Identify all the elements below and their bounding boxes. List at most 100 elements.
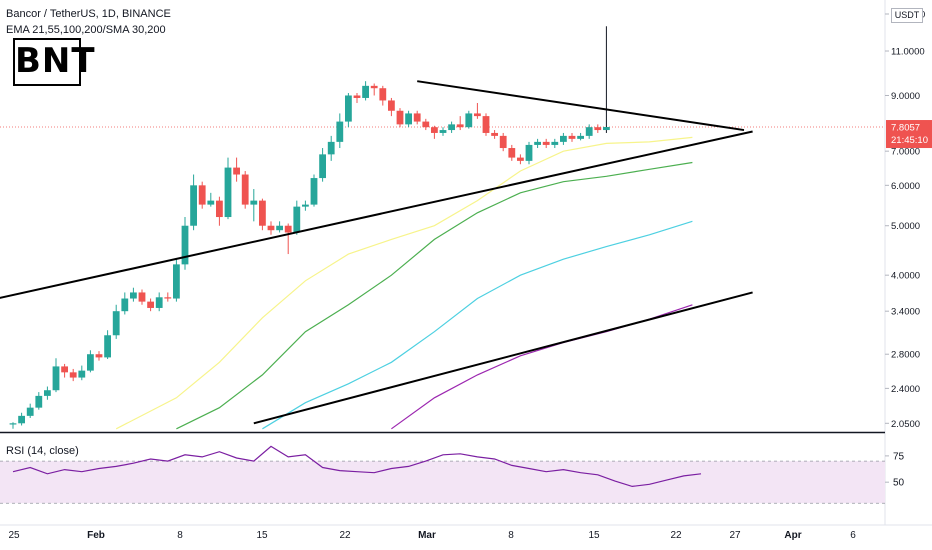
candle-body: [69, 372, 77, 378]
candle: [456, 116, 464, 131]
candle: [482, 113, 490, 136]
candle-body: [164, 297, 172, 299]
rsi-axis-label: 50: [893, 478, 905, 489]
time-axis-label: 6: [850, 530, 856, 541]
candle: [121, 292, 129, 315]
candle-body: [585, 127, 593, 136]
candle: [250, 189, 258, 222]
candle-body: [388, 100, 395, 111]
time-axis-label: 15: [588, 530, 600, 541]
candle: [95, 351, 103, 361]
indicator-legend: EMA 21,55,100,200/SMA 30,200: [6, 24, 166, 36]
price-axis-label: 2.8000: [891, 350, 920, 361]
price-axis-label: 4.0000: [891, 271, 920, 282]
candle: [353, 93, 361, 103]
ma-line-sma200: [391, 304, 693, 430]
candle-body: [284, 225, 292, 233]
candle-body: [327, 141, 335, 155]
candle: [379, 85, 387, 106]
candle: [78, 365, 86, 381]
candle: [69, 368, 77, 382]
candle: [147, 298, 154, 312]
candle-body: [216, 200, 223, 218]
candle: [224, 157, 232, 220]
candle-body: [370, 85, 378, 89]
candle: [18, 412, 25, 426]
candle: [216, 196, 223, 226]
time-axis-label: 8: [508, 530, 514, 541]
price-axis-label: 7.0000: [891, 147, 920, 158]
candle-body: [267, 225, 275, 231]
candle-body: [465, 113, 473, 128]
candle: [517, 154, 524, 165]
candle: [362, 81, 369, 101]
candle: [207, 192, 215, 207]
candle: [413, 110, 421, 125]
candle-body: [413, 113, 421, 122]
candle: [370, 83, 378, 96]
candle-body: [542, 141, 550, 145]
time-axis-label: 25: [8, 530, 20, 541]
price-axis-label: 2.0500: [891, 419, 920, 430]
candle: [233, 157, 240, 182]
candle: [138, 289, 146, 305]
candle: [155, 292, 163, 312]
candle: [319, 148, 326, 182]
candle: [164, 292, 172, 302]
candle: [87, 350, 94, 373]
candle-body: [35, 395, 43, 408]
candle-body: [18, 415, 25, 424]
candle-body: [147, 301, 154, 308]
candle: [61, 363, 68, 378]
time-axis-label: 8: [177, 530, 183, 541]
time-axis-label: Mar: [418, 530, 436, 541]
candle-body: [250, 200, 258, 205]
candle-body: [319, 154, 326, 179]
candle-body: [121, 298, 129, 312]
candle: [585, 124, 593, 139]
candle: [422, 118, 430, 131]
candle-body: [474, 113, 481, 117]
candle-body: [422, 121, 430, 128]
countdown-timer: 21:45:10: [891, 135, 928, 146]
candle-body: [310, 178, 318, 205]
candle: [181, 217, 189, 270]
candle-body: [508, 148, 516, 158]
candle-body: [302, 204, 309, 207]
candle: [396, 108, 404, 128]
time-axis-label: Apr: [784, 530, 801, 541]
candle: [284, 223, 292, 255]
price-axis-label: 2.4000: [891, 384, 920, 395]
time-axis-label: 15: [256, 530, 268, 541]
candle: [327, 135, 335, 161]
rsi-axis-label: 75: [893, 451, 905, 462]
candle: [35, 392, 43, 410]
trendline-2: [417, 80, 745, 132]
candle: [276, 221, 283, 233]
rsi-line: [12, 445, 702, 488]
candle-body: [198, 185, 206, 205]
price-axis-label: 3.4000: [891, 307, 920, 318]
candle: [439, 127, 447, 136]
candle-body: [233, 167, 240, 175]
candle-body: [190, 185, 197, 226]
candle: [130, 287, 137, 302]
currency-badge[interactable]: USDT: [891, 8, 923, 23]
candle: [336, 113, 344, 149]
candle-body: [259, 200, 266, 226]
candle-body: [345, 95, 352, 122]
price-pane: [0, 26, 885, 430]
candle: [568, 132, 576, 142]
candle: [310, 174, 318, 207]
candle-body: [155, 297, 163, 308]
candle-body: [293, 206, 301, 233]
candle-body: [9, 423, 17, 425]
candle-body: [499, 135, 507, 149]
candle: [241, 171, 249, 209]
rsi-band: [0, 461, 885, 504]
candle-body: [594, 127, 602, 131]
ma-line-ema100: [262, 220, 693, 430]
candle: [44, 386, 51, 400]
